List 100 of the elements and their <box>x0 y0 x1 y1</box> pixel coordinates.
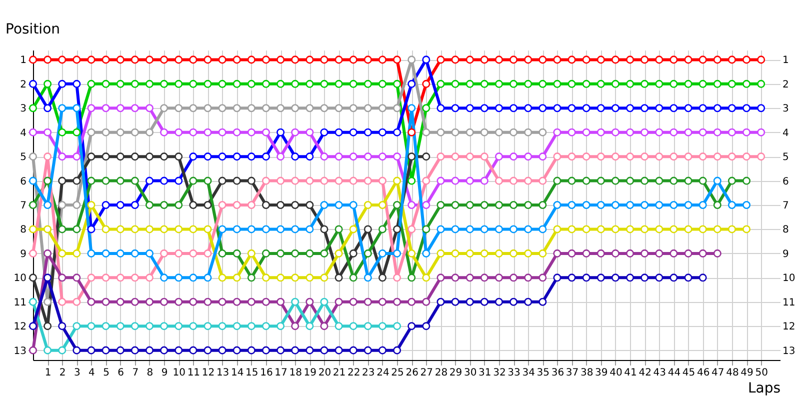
x-tick-label: 1 <box>44 368 52 378</box>
point <box>116 56 124 64</box>
point <box>160 274 168 282</box>
point <box>510 80 518 88</box>
point <box>422 322 430 330</box>
point <box>130 225 139 234</box>
point <box>436 128 445 136</box>
point <box>320 176 328 185</box>
point <box>349 80 358 88</box>
y2-tick-label: 8 <box>782 224 789 236</box>
point <box>174 225 183 234</box>
point <box>232 80 241 88</box>
point <box>626 128 634 136</box>
point <box>698 225 707 234</box>
point <box>742 225 751 234</box>
point <box>58 176 66 185</box>
point <box>204 104 212 112</box>
point <box>582 176 590 185</box>
point <box>160 176 168 185</box>
point <box>116 322 124 330</box>
point <box>247 152 256 161</box>
point <box>538 176 547 185</box>
y-tick-label: 2 <box>20 79 26 90</box>
point <box>422 274 430 282</box>
point <box>116 201 124 209</box>
point <box>364 201 372 209</box>
point <box>596 176 605 185</box>
point <box>204 346 212 354</box>
point <box>466 201 474 209</box>
point <box>466 152 474 161</box>
point <box>218 201 226 209</box>
point <box>320 152 328 161</box>
point <box>306 176 314 185</box>
point <box>538 104 547 112</box>
point <box>698 80 707 88</box>
point <box>218 274 226 282</box>
point <box>510 152 518 161</box>
point <box>218 322 226 330</box>
point <box>102 274 110 282</box>
point <box>393 56 402 64</box>
point <box>72 176 81 185</box>
point <box>408 225 416 234</box>
point <box>742 56 751 64</box>
point <box>44 104 52 112</box>
point <box>582 128 590 136</box>
point <box>232 56 241 64</box>
point <box>742 104 751 112</box>
x-tick-label: 34 <box>522 368 535 378</box>
x-tick-label: 27 <box>420 368 434 378</box>
point <box>44 152 52 161</box>
y-tick-label: 8 <box>20 224 26 236</box>
point <box>87 225 96 234</box>
point <box>130 176 139 185</box>
point <box>510 298 518 306</box>
point <box>276 322 285 330</box>
point <box>72 152 81 161</box>
point <box>436 104 445 112</box>
point <box>28 201 38 209</box>
point <box>684 104 692 112</box>
point <box>87 56 96 64</box>
point <box>568 104 576 112</box>
point <box>320 249 328 258</box>
point <box>538 201 547 209</box>
point <box>87 104 96 112</box>
x-tick-label: 44 <box>668 368 681 378</box>
x-tick-label: 6 <box>118 368 124 378</box>
point <box>670 56 678 64</box>
point <box>757 128 766 136</box>
point <box>640 104 649 112</box>
point <box>596 274 605 282</box>
point <box>466 104 474 112</box>
point <box>116 176 124 185</box>
point <box>538 274 547 282</box>
point <box>145 176 154 185</box>
x-tick-label: 21 <box>332 368 346 378</box>
y2-tick-label: 11 <box>782 297 796 308</box>
point <box>262 249 270 258</box>
point <box>262 104 270 112</box>
point <box>349 346 358 354</box>
point <box>568 80 576 88</box>
point <box>510 128 518 136</box>
point <box>174 80 183 88</box>
point <box>306 104 314 112</box>
point <box>334 104 343 112</box>
point <box>349 104 358 112</box>
point <box>480 152 488 161</box>
point <box>713 152 722 161</box>
point <box>494 152 503 161</box>
point <box>655 225 664 234</box>
point <box>87 80 96 88</box>
point <box>276 346 285 354</box>
point <box>218 176 226 185</box>
point <box>130 274 139 282</box>
point <box>44 346 52 354</box>
point <box>160 128 168 136</box>
point <box>524 274 532 282</box>
point <box>130 322 139 330</box>
point <box>553 176 562 185</box>
point <box>116 225 124 234</box>
point <box>262 152 270 161</box>
